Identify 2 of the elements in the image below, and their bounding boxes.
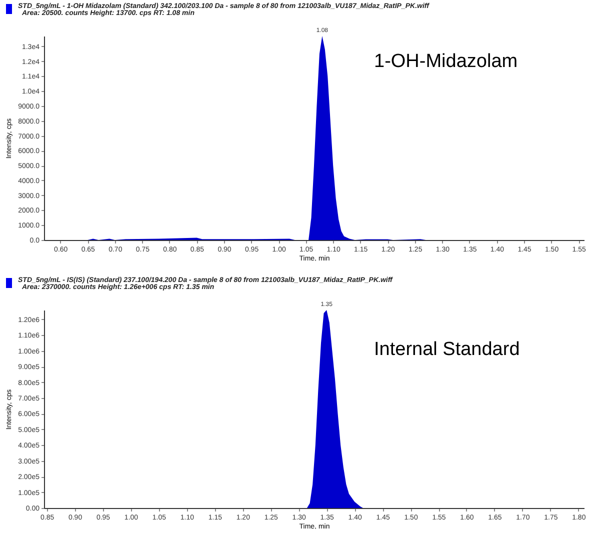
annotation: 1-OH-Midazolam: [374, 51, 518, 72]
annotation: Internal Standard: [374, 339, 520, 360]
